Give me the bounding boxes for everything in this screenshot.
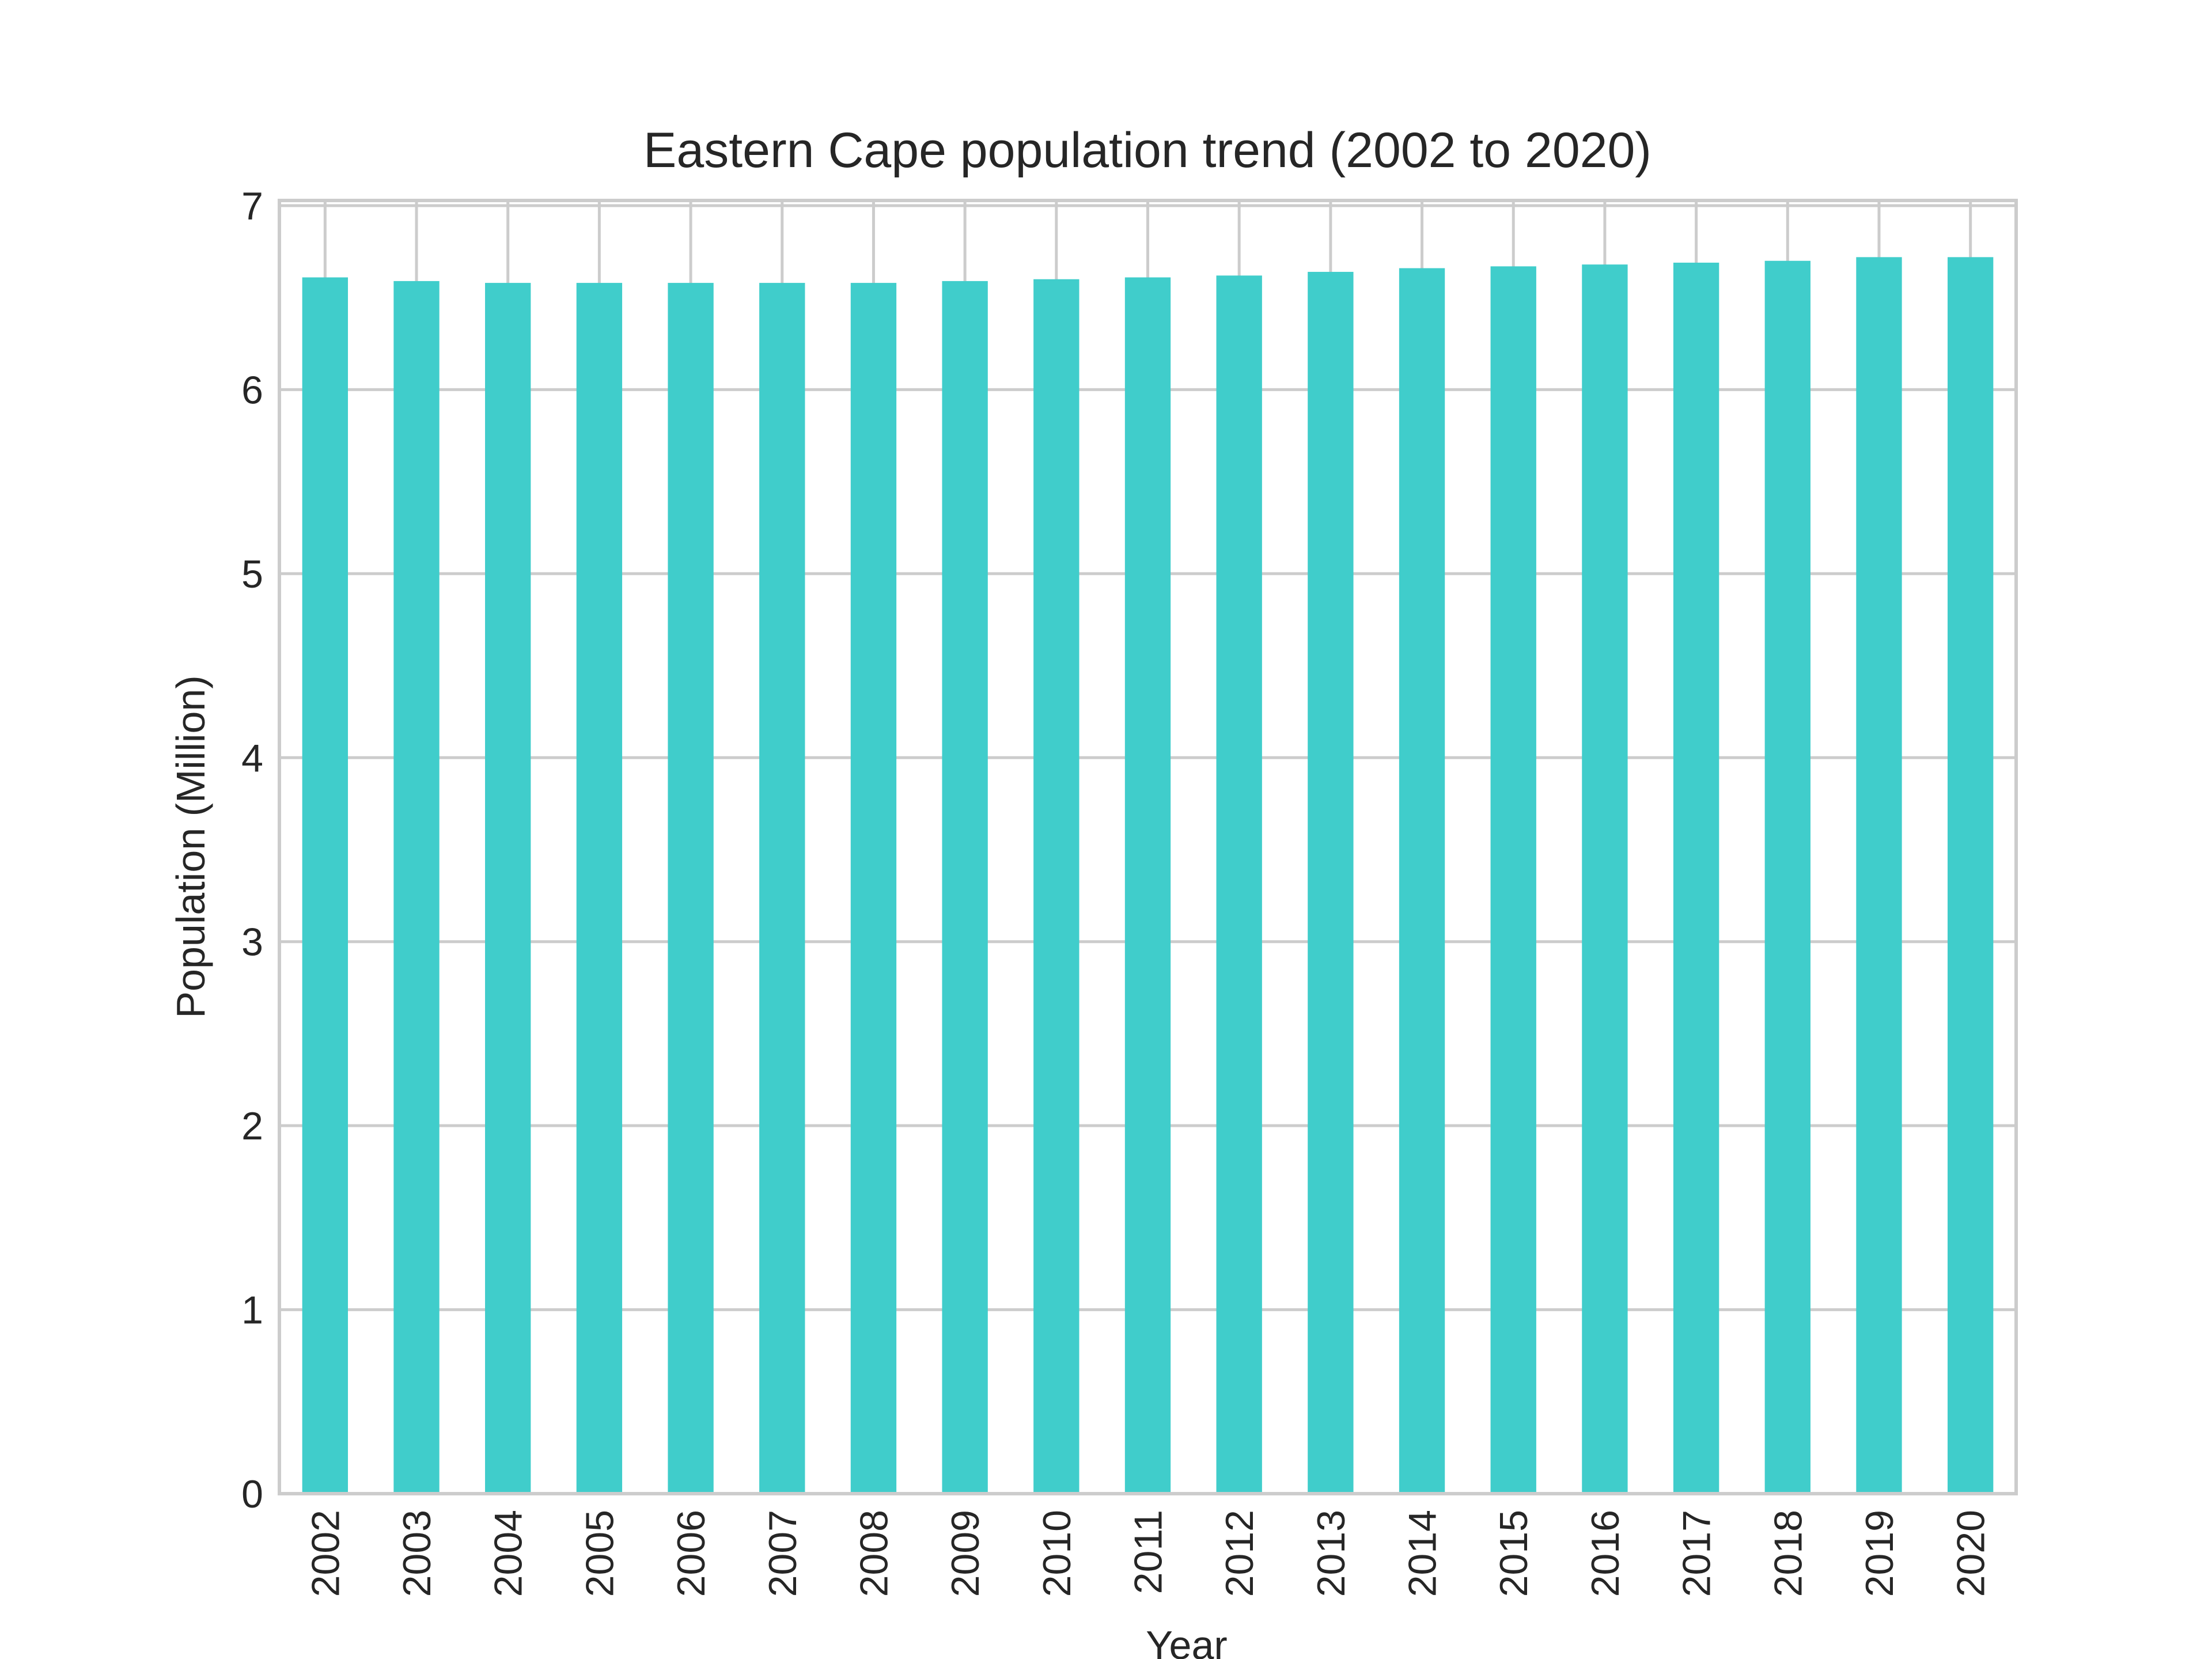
- x-tick-label: 2004: [487, 1510, 531, 1597]
- bar-2005: [576, 283, 623, 1494]
- x-tick-label: 2005: [578, 1510, 622, 1597]
- bar-2015: [1490, 266, 1536, 1494]
- bar-2003: [393, 281, 440, 1494]
- bar-2002: [302, 277, 349, 1494]
- x-tick-label: 2008: [852, 1510, 896, 1597]
- bars: [302, 257, 1994, 1494]
- bar-2018: [1764, 260, 1810, 1494]
- x-tick-label: 2014: [1401, 1510, 1445, 1597]
- x-tick-label: 2011: [1127, 1510, 1171, 1594]
- y-axis-ticks: 0 1 2 3 4 5 6 7: [241, 184, 263, 1516]
- y-tick-label: 1: [241, 1289, 263, 1332]
- y-tick-label: 6: [241, 368, 263, 412]
- bar-2012: [1216, 275, 1262, 1494]
- x-axis-label: Year: [1146, 1623, 1227, 1659]
- x-tick-label: 2009: [944, 1510, 987, 1597]
- x-tick-label: 2010: [1035, 1510, 1079, 1597]
- x-tick-label: 2016: [1584, 1510, 1627, 1597]
- x-tick-label: 2013: [1309, 1510, 1353, 1597]
- x-tick-label: 2012: [1218, 1510, 1262, 1597]
- bar-2004: [485, 283, 531, 1494]
- bar-2016: [1582, 264, 1628, 1494]
- bar-2006: [668, 283, 714, 1494]
- y-tick-label: 5: [241, 552, 263, 596]
- x-tick-label: 2017: [1675, 1510, 1719, 1597]
- y-tick-label: 0: [241, 1472, 263, 1516]
- x-tick-label: 2019: [1858, 1510, 1902, 1597]
- x-tick-label: 2006: [669, 1510, 713, 1597]
- bar-2007: [759, 283, 805, 1494]
- x-tick-label: 2002: [304, 1510, 347, 1597]
- bar-2009: [942, 281, 988, 1494]
- x-axis-ticks: 2002 2003 2004 2005 2006 2007 2008 2009 2010 2011…: [304, 1510, 1993, 1597]
- x-tick-label: 2007: [761, 1510, 805, 1597]
- x-tick-label: 2015: [1492, 1510, 1536, 1597]
- x-tick-label: 2020: [1949, 1510, 1993, 1597]
- y-tick-label: 4: [241, 736, 263, 780]
- bar-2014: [1399, 268, 1445, 1494]
- bar-2020: [1947, 257, 1994, 1494]
- y-tick-label: 7: [241, 184, 263, 228]
- bar-2011: [1124, 277, 1171, 1494]
- y-axis-label: Population (Million): [168, 675, 213, 1018]
- y-tick-label: 3: [241, 921, 263, 964]
- bar-2019: [1856, 257, 1902, 1494]
- x-tick-label: 2018: [1766, 1510, 1810, 1597]
- bar-2017: [1673, 262, 1719, 1494]
- x-tick-label: 2003: [395, 1510, 439, 1597]
- bar-2008: [850, 283, 897, 1494]
- chart-title: Eastern Cape population trend (2002 to 2…: [643, 123, 1652, 178]
- y-tick-label: 2: [241, 1104, 263, 1148]
- bar-2013: [1308, 271, 1354, 1494]
- plot-frame: [278, 199, 2018, 1495]
- bar-2010: [1033, 279, 1080, 1494]
